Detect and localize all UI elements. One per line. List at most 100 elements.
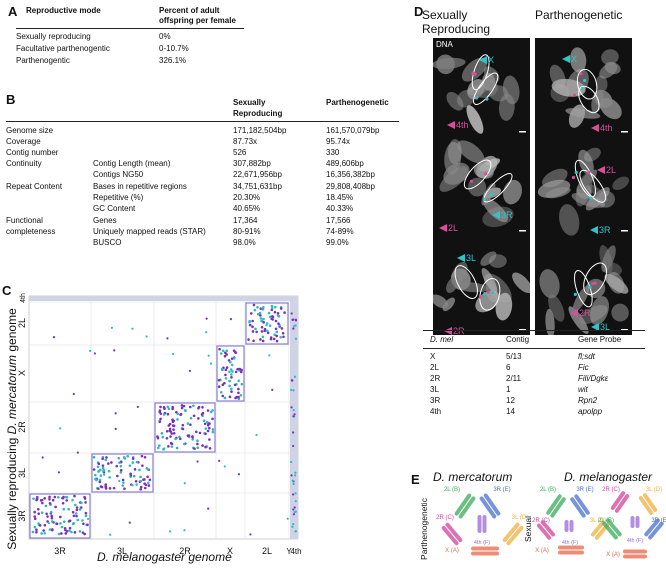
chromosome-arm [506,525,524,546]
data-point [50,514,54,518]
data-point [94,473,97,477]
data-point [261,335,265,339]
data-point [232,357,236,360]
data-point [205,331,208,334]
magenta-probe-signal [572,93,577,97]
chromosome-label: X (A) [445,548,459,554]
data-point [229,368,233,371]
data-point [99,474,103,477]
chromosome-arm [590,520,606,537]
data-point [166,337,169,340]
data-point [38,524,42,527]
magenta-probe-signal [571,175,576,180]
arrowhead-icon [479,56,487,64]
chromosome [457,140,485,164]
scale-bar [519,230,526,232]
data-point [206,429,210,433]
chromosome-label: 2R (C) [532,518,550,524]
data-point [224,368,228,372]
data-point [211,428,215,431]
data-point [294,324,297,327]
chromosome-arm [454,493,472,516]
data-point [145,335,148,338]
chromosome-outline [583,262,607,296]
data-point [45,512,48,516]
chromosome [549,64,566,89]
data-point [142,478,145,481]
data-point [292,325,296,328]
data-point [161,435,165,439]
col-header-percent: Percent of adult [159,6,220,15]
data-point [54,505,57,509]
data-point [209,410,213,414]
data-point [254,327,257,331]
data-point [188,405,192,409]
data-point [230,363,234,367]
chromosome-outline [454,265,478,299]
data-point [108,476,111,479]
data-point [107,462,110,465]
data-point [110,326,114,329]
chromosome-arm [540,520,556,537]
data-point [68,526,72,530]
chromosome-tag: 2L [606,165,617,175]
data-point [258,311,262,315]
probe-contig: 12 [506,396,515,405]
data-point [50,520,54,523]
data-point [131,483,134,487]
data-point [270,317,273,320]
col-header-offspring: offspring per female [159,16,236,25]
chromosome-outline [483,173,513,203]
probe-gene: apolpp [578,407,603,416]
data-point [268,324,272,327]
data-point [253,308,257,312]
data-point [265,329,269,333]
arrowhead-icon [591,323,599,331]
chromosome [537,179,571,198]
stat-parth: 99.0% [326,238,349,247]
data-point [275,330,279,334]
data-point [143,486,147,490]
data-point [274,319,278,323]
data-point [292,508,295,511]
chromosome-label: 4th (F) [562,540,578,546]
probe-header-gene: Gene Probe [578,335,622,344]
stat-parth: 18.45% [326,193,354,202]
stat-metric: Contigs NG50 [93,170,144,179]
data-point [192,414,196,418]
data-point [183,409,187,412]
data-point [292,415,295,418]
data-point [292,389,295,392]
data-point [275,334,279,338]
data-point [180,406,184,410]
data-point [62,520,66,523]
chromosome-tag: 2R [579,308,591,318]
data-point [73,503,77,507]
data-point [223,465,226,468]
chromosome-arm [483,493,501,516]
row-mode: Parthenogentic [16,56,70,65]
data-point [240,382,244,386]
chromosome-arm [570,497,586,518]
data-point [176,418,179,421]
data-point [217,385,221,389]
x-tick-label: 2R [179,546,191,556]
data-point [282,335,285,339]
data-point [37,522,40,525]
data-point [78,530,82,533]
data-point [229,360,232,364]
panel-b-table: Sexually Reproducing Parthenogenetic Gen… [6,96,406,286]
data-point [204,445,207,449]
arrowhead-icon [597,166,605,174]
data-point [251,319,254,323]
stat-sexual: 40.65% [233,204,261,213]
data-point [228,395,232,399]
chromosome [466,105,484,134]
data-point [293,506,296,509]
chromosome-tag: X [571,54,578,64]
scale-bar [621,329,628,331]
data-point [223,396,227,400]
chromosome [512,272,530,294]
data-point [121,484,125,487]
probe-chr: 3R [430,396,441,405]
